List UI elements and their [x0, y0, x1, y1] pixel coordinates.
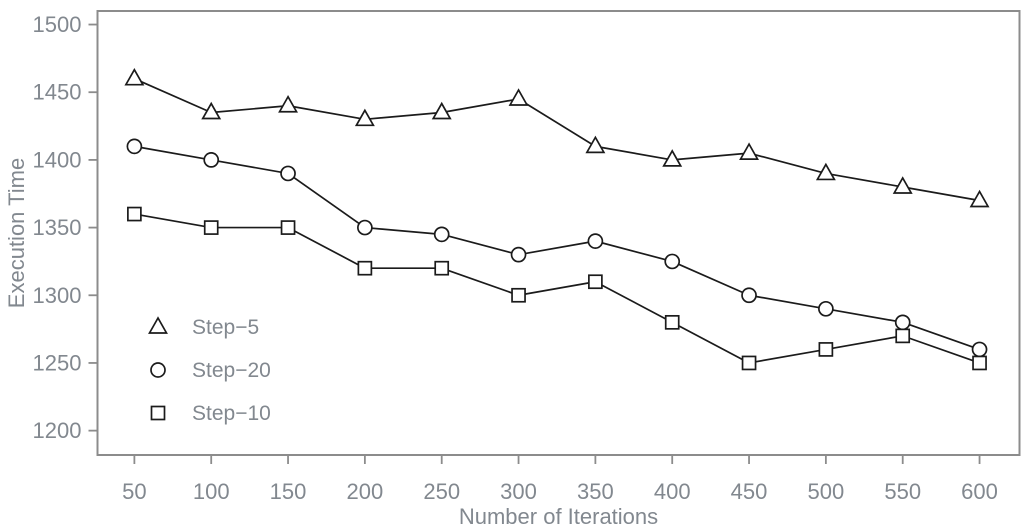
circle-marker — [971, 341, 988, 358]
square-marker — [664, 314, 680, 330]
circle-marker — [664, 253, 681, 270]
square-marker — [972, 355, 987, 371]
triangle-marker — [815, 162, 836, 181]
legend-label: Step−20 — [192, 359, 271, 382]
circle-marker — [894, 314, 911, 331]
y-axis-title: Execution Time — [4, 158, 29, 308]
square-marker — [818, 342, 834, 357]
square-marker — [357, 260, 373, 276]
triangle-marker — [124, 67, 145, 86]
square-marker — [280, 220, 296, 235]
square-marker — [434, 260, 450, 276]
circle-marker — [203, 152, 220, 168]
triangle-marker — [431, 101, 452, 120]
x-tick-label: 50 — [122, 479, 146, 504]
x-tick-label: 400 — [654, 479, 691, 504]
square-marker — [127, 206, 142, 222]
series-circle — [126, 138, 988, 358]
circle-marker — [818, 300, 834, 317]
y-tick-label: 1500 — [33, 12, 82, 37]
y-tick-label: 1250 — [33, 350, 82, 375]
legend-label: Step−10 — [192, 402, 271, 425]
legend: Step−5 Step−20 Step−10 — [148, 316, 271, 425]
series-line — [134, 77, 980, 202]
circle-marker — [126, 138, 143, 155]
x-axis-title: Number of Iterations — [459, 504, 658, 529]
square-marker — [741, 355, 757, 371]
x-tick-label: 550 — [884, 479, 921, 504]
x-tick-label: 150 — [270, 479, 307, 504]
x-tick-label: 600 — [961, 479, 998, 504]
y-tick-label: 1350 — [33, 215, 82, 240]
triangle-marker — [354, 108, 375, 127]
triangle-marker — [148, 316, 168, 334]
y-tick-label: 1200 — [33, 418, 82, 443]
x-tick-label: 250 — [423, 479, 460, 504]
x-tick-label: 200 — [347, 479, 384, 504]
triangle-marker — [585, 135, 606, 154]
triangle-marker — [508, 88, 529, 106]
triangle-marker — [278, 95, 299, 113]
x-tick-label: 100 — [193, 479, 230, 504]
circle-marker — [357, 219, 373, 236]
axes: 1200 1250 1300 1350 1400 1450 1500 50 100 150 200 2… — [33, 10, 1021, 504]
y-tick-label: 1400 — [33, 147, 82, 172]
x-tick-label: 500 — [808, 479, 845, 504]
triangle-marker — [201, 101, 222, 120]
triangle-marker — [662, 149, 683, 167]
triangle-marker — [892, 176, 913, 194]
square-marker — [895, 328, 911, 344]
series-line — [134, 213, 980, 364]
x-tick-label: 300 — [500, 479, 537, 504]
series-triangle — [124, 67, 990, 208]
circle-marker — [150, 362, 166, 378]
y-tick-label: 1450 — [33, 80, 82, 105]
triangle-marker — [739, 142, 760, 160]
x-tick-label: 350 — [577, 479, 614, 504]
triangle-marker — [969, 189, 990, 208]
circle-marker — [433, 226, 450, 243]
legend-label: Step−5 — [192, 316, 259, 339]
circle-marker — [587, 233, 604, 249]
square-marker — [588, 274, 603, 290]
circle-marker — [741, 287, 757, 304]
circle-marker — [510, 246, 527, 263]
x-tick-label: 450 — [731, 479, 768, 504]
square-marker — [150, 405, 166, 421]
y-tick-label: 1300 — [33, 283, 82, 308]
square-marker — [511, 287, 526, 303]
series-line — [134, 145, 980, 351]
square-marker — [203, 220, 219, 235]
plot-border — [96, 10, 1021, 456]
series-square — [127, 206, 987, 371]
circle-marker — [280, 165, 296, 182]
